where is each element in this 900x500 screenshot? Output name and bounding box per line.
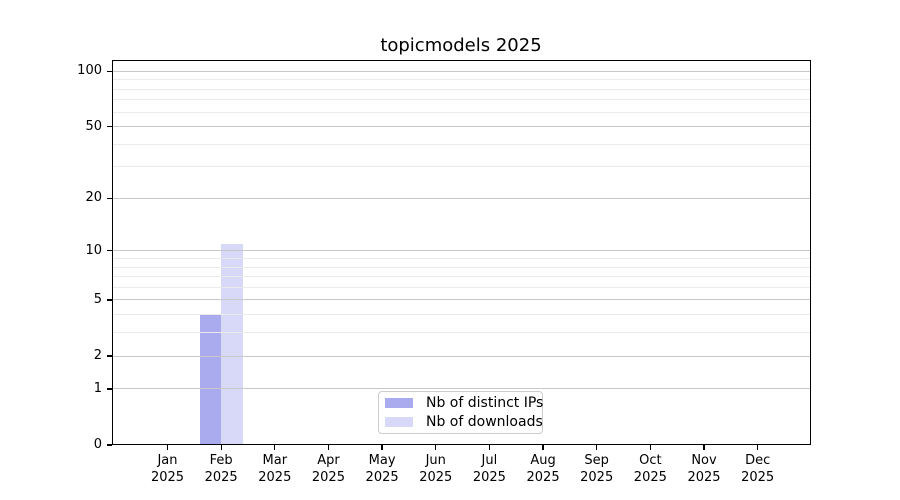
gridline-major-5 bbox=[112, 299, 811, 301]
x-tick-label-may: May 2025 bbox=[342, 452, 422, 486]
gridline-major-20 bbox=[112, 197, 811, 199]
x-tick-label-dec: Dec 2025 bbox=[718, 452, 798, 486]
y-tick-label-2: 2 bbox=[93, 348, 102, 364]
x-tick-mark-dec bbox=[757, 445, 759, 450]
month-label: Jul bbox=[481, 453, 498, 468]
x-tick-label-mar: Mar 2025 bbox=[235, 452, 315, 486]
month-label: Dec bbox=[745, 453, 771, 468]
legend-swatch bbox=[385, 398, 413, 408]
x-tick-label-feb: Feb 2025 bbox=[181, 452, 261, 486]
gridline-major-10 bbox=[112, 250, 811, 252]
year-label: 2025 bbox=[150, 470, 185, 485]
y-tick-mark-100 bbox=[107, 70, 112, 72]
gridline-minor-8 bbox=[112, 266, 811, 268]
x-tick-label-apr: Apr 2025 bbox=[288, 452, 368, 486]
grid-layer bbox=[112, 60, 811, 445]
bars-layer bbox=[112, 60, 811, 445]
y-tick-label-10: 10 bbox=[85, 242, 102, 258]
plot-area bbox=[112, 60, 811, 445]
gridline-minor-80 bbox=[112, 88, 811, 90]
gridline-minor-90 bbox=[112, 79, 811, 81]
x-tick-label-nov: Nov 2025 bbox=[664, 452, 744, 486]
x-tick-mark-sep bbox=[596, 445, 598, 450]
y-tick-label-50: 50 bbox=[85, 118, 102, 134]
x-tick-mark-jun bbox=[435, 445, 437, 450]
month-label: May bbox=[368, 453, 396, 468]
y-tick-mark-1 bbox=[107, 388, 112, 390]
year-label: 2025 bbox=[204, 470, 238, 485]
y-tick-label-100: 100 bbox=[77, 63, 102, 79]
year-label: 2025 bbox=[365, 470, 399, 485]
legend-label: Nb of downloads bbox=[426, 414, 543, 430]
gridline-major-2 bbox=[112, 355, 811, 357]
x-tick-label-sep: Sep 2025 bbox=[557, 452, 637, 486]
y-tick-label-1: 1 bbox=[93, 380, 102, 396]
month-label: Jun bbox=[425, 453, 446, 468]
x-tick-label-aug: Aug 2025 bbox=[503, 452, 583, 486]
legend-item: Nb of distinct IPs bbox=[385, 395, 543, 411]
month-label: Sep bbox=[584, 453, 609, 468]
x-tick-label-jul: Jul 2025 bbox=[449, 452, 529, 486]
x-tick-mark-nov bbox=[703, 445, 705, 450]
gridline-minor-4 bbox=[112, 314, 811, 316]
chart-title: topicmodels 2025 bbox=[380, 35, 542, 56]
gridline-major-1 bbox=[112, 388, 811, 390]
month-label: Aug bbox=[530, 453, 556, 468]
year-label: 2025 bbox=[526, 470, 560, 485]
year-label: 2025 bbox=[633, 470, 667, 485]
x-tick-mark-mar bbox=[274, 445, 276, 450]
x-tick-label-jun: Jun 2025 bbox=[396, 452, 476, 486]
x-tick-mark-jul bbox=[488, 445, 491, 450]
x-tick-mark-feb bbox=[220, 445, 222, 450]
legend-item: Nb of downloads bbox=[385, 414, 543, 430]
x-tick-mark-aug bbox=[542, 445, 544, 450]
gridline-minor-60 bbox=[112, 111, 811, 113]
year-label: 2025 bbox=[419, 470, 453, 485]
gridline-major-50 bbox=[112, 126, 811, 128]
month-label: Nov bbox=[691, 453, 717, 468]
month-label: Mar bbox=[262, 453, 288, 468]
gridline-minor-70 bbox=[112, 99, 811, 101]
month-label: Feb bbox=[209, 453, 233, 468]
month-label: Apr bbox=[317, 453, 340, 468]
x-tick-mark-oct bbox=[649, 445, 651, 450]
y-tick-label-5: 5 bbox=[93, 291, 102, 307]
month-label: Jan bbox=[157, 453, 178, 468]
y-tick-label-20: 20 bbox=[85, 190, 102, 206]
year-label: 2025 bbox=[687, 470, 721, 485]
y-tick-mark-50 bbox=[107, 125, 112, 128]
legend: Nb of distinct IPs Nb of downloads bbox=[378, 391, 543, 434]
bar-feb-downloads bbox=[221, 243, 243, 445]
y-tick-label-0: 0 bbox=[93, 437, 102, 452]
year-label: 2025 bbox=[258, 470, 292, 485]
gridline-minor-6 bbox=[112, 286, 811, 288]
x-tick-mark-may bbox=[381, 445, 383, 450]
x-tick-label-jan: Jan 2025 bbox=[128, 452, 208, 486]
bar-feb-distinct-ips bbox=[199, 314, 222, 445]
y-tick-mark-10 bbox=[107, 250, 112, 252]
gridline-minor-7 bbox=[112, 276, 811, 278]
x-tick-mark-apr bbox=[327, 445, 330, 450]
gridline-major-100 bbox=[112, 70, 811, 72]
legend-swatch bbox=[385, 417, 413, 427]
x-tick-mark-jan bbox=[166, 445, 169, 450]
year-label: 2025 bbox=[472, 470, 506, 485]
gridline-minor-30 bbox=[112, 166, 811, 168]
y-tick-mark-5 bbox=[107, 299, 112, 301]
legend-label: Nb of distinct IPs bbox=[426, 395, 544, 411]
year-label: 2025 bbox=[741, 470, 775, 485]
year-label: 2025 bbox=[580, 470, 614, 485]
year-label: 2025 bbox=[311, 470, 345, 485]
y-tick-mark-0 bbox=[107, 444, 112, 446]
y-tick-mark-20 bbox=[107, 197, 112, 200]
gridline-minor-9 bbox=[112, 258, 811, 259]
gridline-minor-40 bbox=[112, 143, 811, 145]
y-tick-mark-2 bbox=[107, 355, 112, 357]
x-tick-label-oct: Oct 2025 bbox=[610, 452, 690, 486]
gridline-minor-3 bbox=[112, 332, 811, 334]
month-label: Oct bbox=[639, 453, 662, 468]
